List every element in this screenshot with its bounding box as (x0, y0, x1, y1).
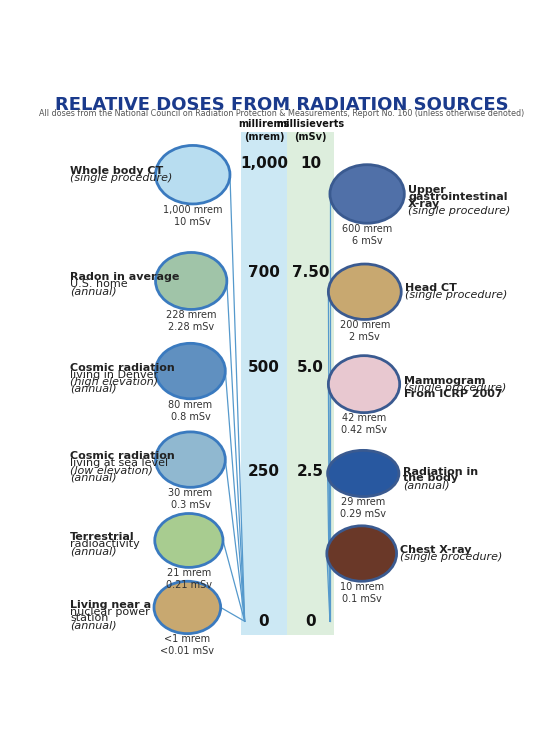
Text: 5.0: 5.0 (297, 360, 324, 375)
Text: 7.50: 7.50 (292, 265, 329, 280)
Ellipse shape (327, 526, 397, 581)
Text: (annual): (annual) (70, 472, 117, 482)
Text: (single procedure): (single procedure) (400, 552, 503, 562)
Text: 1,000 mrem
10 mSv: 1,000 mrem 10 mSv (163, 205, 223, 226)
Text: gastrointestinal: gastrointestinal (408, 192, 508, 202)
Text: Living near a: Living near a (70, 599, 151, 610)
Text: X-ray: X-ray (408, 199, 441, 209)
Text: 0: 0 (305, 614, 316, 628)
Ellipse shape (156, 432, 225, 488)
Text: (annual): (annual) (70, 546, 117, 556)
Bar (241, 132, 287, 635)
Text: 700: 700 (248, 265, 280, 280)
Text: Cosmic radiation: Cosmic radiation (70, 363, 175, 373)
Text: 1,000: 1,000 (240, 156, 288, 171)
Text: Cosmic radiation: Cosmic radiation (70, 452, 175, 461)
Text: 2.5: 2.5 (297, 464, 324, 478)
Text: (single procedure): (single procedure) (70, 172, 173, 183)
Text: 30 mrem
0.3 mSv: 30 mrem 0.3 mSv (168, 488, 212, 510)
Text: 228 mrem
2.28 mSv: 228 mrem 2.28 mSv (166, 310, 217, 332)
Text: 200 mrem
2 mSv: 200 mrem 2 mSv (339, 320, 390, 342)
Text: <1 mrem
<0.01 mSv: <1 mrem <0.01 mSv (161, 634, 214, 656)
Text: Mammogram: Mammogram (404, 376, 485, 386)
Text: radioactivity: radioactivity (70, 539, 140, 549)
Text: Whole body CT: Whole body CT (70, 166, 163, 176)
Ellipse shape (156, 253, 227, 310)
Text: Radon in average: Radon in average (70, 272, 180, 283)
Text: millirems
(mrem): millirems (mrem) (239, 119, 290, 142)
Text: 0: 0 (258, 614, 270, 628)
Ellipse shape (156, 344, 225, 399)
Text: (annual): (annual) (403, 481, 449, 490)
Ellipse shape (330, 165, 404, 224)
Text: 500: 500 (248, 360, 280, 375)
Text: (single procedure): (single procedure) (405, 290, 508, 300)
Text: (high elevation): (high elevation) (70, 376, 158, 386)
Text: millisieverts
(mSv): millisieverts (mSv) (277, 119, 345, 142)
Ellipse shape (328, 450, 399, 497)
Ellipse shape (328, 356, 400, 413)
Text: Chest X-ray: Chest X-ray (400, 545, 472, 555)
Text: U.S. home: U.S. home (70, 279, 128, 290)
Ellipse shape (155, 514, 223, 568)
Text: station: station (70, 614, 109, 623)
Text: 600 mrem
6 mSv: 600 mrem 6 mSv (342, 224, 392, 246)
Text: Terrestrial: Terrestrial (70, 532, 135, 542)
Text: (annual): (annual) (70, 383, 117, 394)
Ellipse shape (154, 581, 221, 634)
Text: (low elevation): (low elevation) (70, 465, 153, 476)
Text: (annual): (annual) (70, 620, 117, 631)
Text: Radiation in: Radiation in (403, 466, 478, 476)
Text: nuclear power: nuclear power (70, 607, 150, 616)
Text: 250: 250 (248, 464, 280, 478)
Text: 42 mrem
0.42 mSv: 42 mrem 0.42 mSv (341, 413, 387, 436)
Text: Upper: Upper (408, 185, 446, 195)
Text: 80 mrem
0.8 mSv: 80 mrem 0.8 mSv (168, 400, 212, 422)
Text: (single procedure): (single procedure) (404, 382, 506, 392)
Text: Head CT: Head CT (405, 284, 457, 293)
Text: living in Denver: living in Denver (70, 370, 158, 380)
Text: 10: 10 (300, 156, 321, 171)
Text: the body: the body (403, 473, 458, 484)
Text: living at sea level: living at sea level (70, 458, 168, 468)
Text: 10 mrem
0.1 mSv: 10 mrem 0.1 mSv (340, 582, 384, 604)
Ellipse shape (328, 264, 402, 320)
Text: From ICRP 2007: From ICRP 2007 (404, 389, 502, 400)
Bar (287, 132, 334, 635)
Ellipse shape (156, 146, 230, 204)
Text: 29 mrem
0.29 mSv: 29 mrem 0.29 mSv (340, 497, 386, 519)
Text: RELATIVE DOSES FROM RADIATION SOURCES: RELATIVE DOSES FROM RADIATION SOURCES (55, 96, 509, 114)
Text: 21 mrem
0.21 mSv: 21 mrem 0.21 mSv (166, 568, 212, 590)
Text: (annual): (annual) (70, 286, 117, 296)
Text: All doses from the National Council on Radiation Protection & Measurements, Repo: All doses from the National Council on R… (39, 110, 525, 118)
Text: (single procedure): (single procedure) (408, 206, 510, 216)
